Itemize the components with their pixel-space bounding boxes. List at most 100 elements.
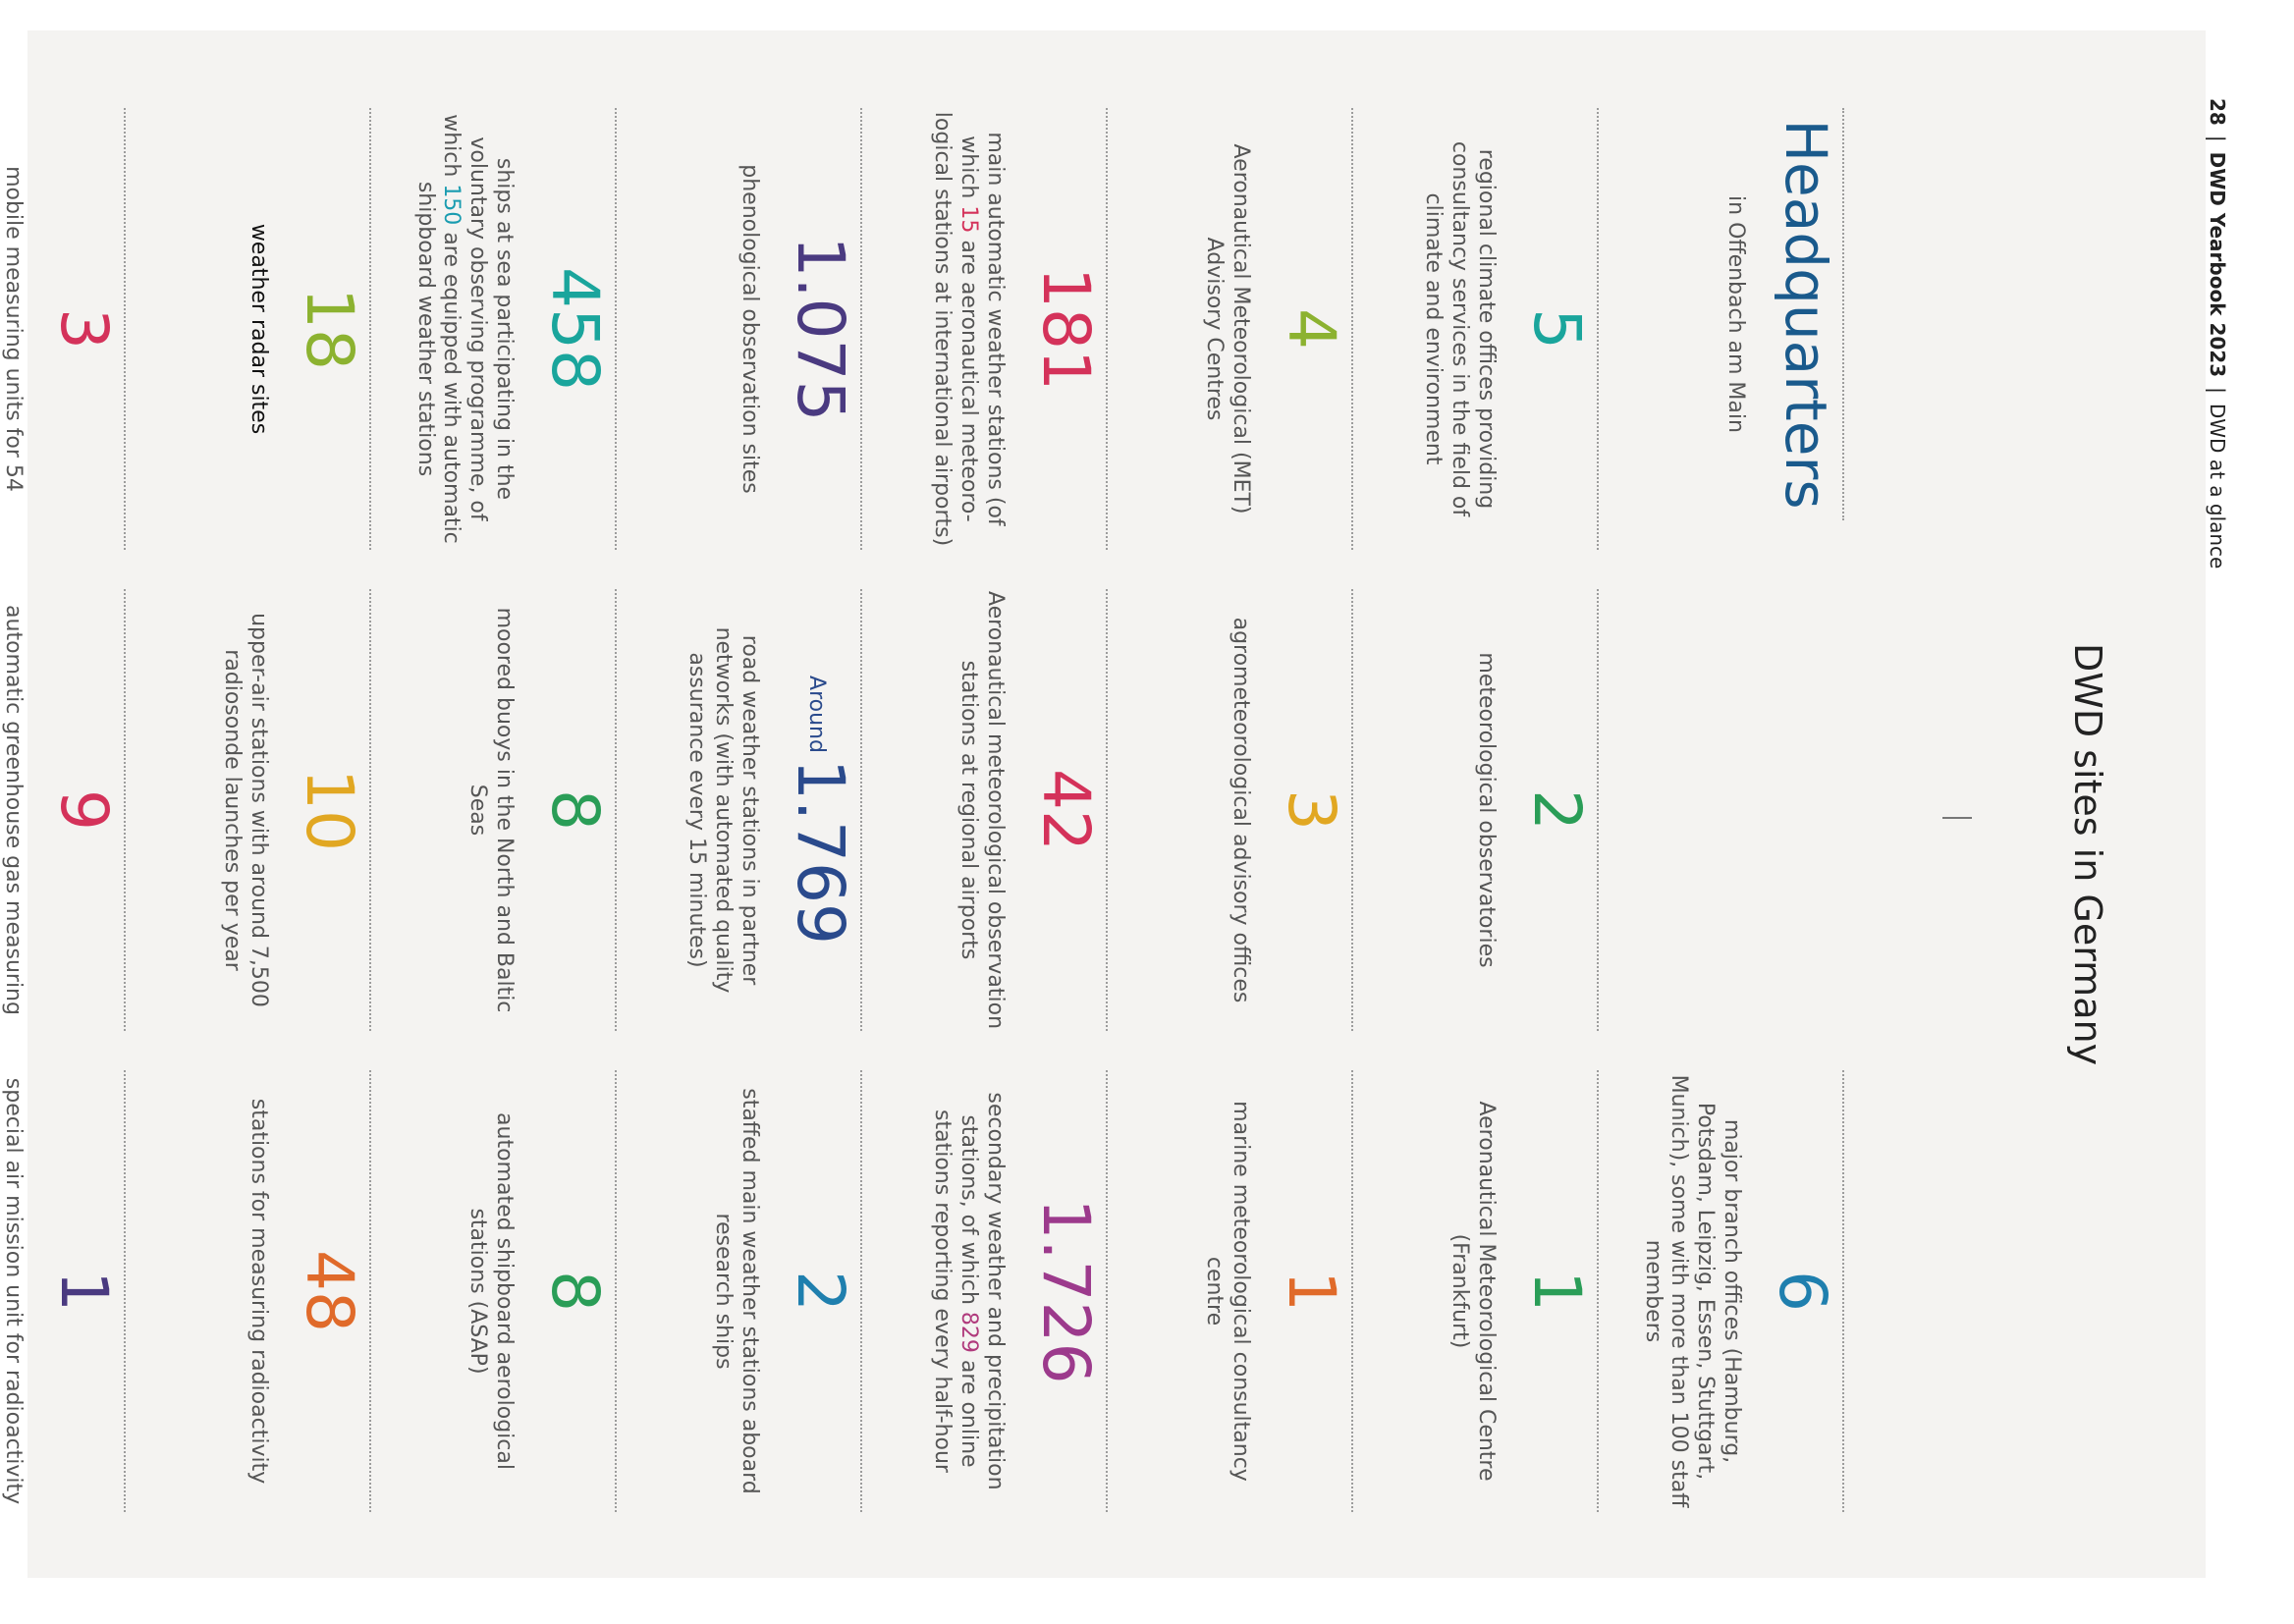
count-value: 42 [1028, 769, 1104, 851]
site-card-body: 4 Aeronautical Meteorological (MET) Advis… [1200, 108, 1353, 550]
site-description: special air mission unit for radioactivi… [0, 1070, 26, 1512]
site-count: 1 [1274, 1070, 1349, 1512]
site-card-body: 1.075 phenological observation sites [736, 108, 862, 550]
site-description: ships at sea participating in the volunt… [411, 108, 517, 550]
description-text: are equipped with automatic shipboard we… [412, 181, 464, 544]
highlight-number: 15 [956, 205, 982, 234]
site-count: 48 [292, 1070, 367, 1512]
site-card-body: 9 automatic greenhouse gas measuring stat… [0, 589, 126, 1031]
description-text: mobile measuring units for 54 temporary … [1, 166, 26, 492]
count-value: 5 [1519, 308, 1595, 350]
site-count: 458 [537, 108, 613, 550]
count-value: 18 [292, 288, 367, 370]
site-count: 2 [783, 1070, 858, 1512]
site-count: 1 [46, 1070, 122, 1512]
site-card-body: 42 Aeronautical meteorological observatio… [955, 589, 1108, 1031]
site-description: moored buoys in the North and Baltic Sea… [464, 589, 517, 1031]
site-card-body: 3 agrometeorological advisory offices [1227, 589, 1353, 1031]
description-text: regional climate offices providing consu… [1421, 140, 1499, 517]
site-description: upper-air stations with around 7,500 rad… [218, 589, 271, 1031]
count-value: 10 [292, 769, 367, 851]
description-text: weather radar sites [246, 223, 271, 435]
count-value: 48 [292, 1250, 367, 1332]
site-description: Aeronautical Meteorological Centre (Fran… [1446, 1070, 1499, 1512]
site-description: mobile measuring units for 54 temporary … [0, 108, 26, 550]
description-text: meteorological observatories [1474, 652, 1499, 968]
site-count: 42 [1028, 589, 1104, 1031]
description-text: staffed main weather stations aboard res… [711, 1088, 762, 1494]
description-text: road weather stations in partner network… [684, 626, 762, 994]
description-text: automatic greenhouse gas measuring stati… [1, 605, 26, 1015]
site-description: Aeronautical meteorological observation … [955, 589, 1008, 1031]
count-value: 3 [1274, 789, 1349, 831]
site-card-body: 18 weather radar sites [245, 108, 371, 550]
page-title: DWD sites in Germany [2066, 643, 2109, 1066]
site-description: regional climate offices providing consu… [1420, 108, 1499, 550]
description-text: moored buoys in the North and Baltic Sea… [465, 607, 517, 1013]
site-card-body: 8 automated shipboard aerological station… [464, 1070, 617, 1512]
site-count: Headquarters [1773, 108, 1839, 520]
count-value: 8 [537, 1271, 613, 1312]
site-description: phenological observation sites [736, 108, 762, 550]
site-count: 6 [1765, 1070, 1840, 1512]
site-description: meteorological observatories [1472, 589, 1499, 1031]
count-value: 9 [46, 789, 122, 831]
count-value: 2 [1519, 789, 1595, 831]
description-text: agrometeorological advisory offices [1229, 617, 1253, 1003]
description-text: in Offenbach am Main [1723, 195, 1748, 433]
site-count: 3 [1274, 589, 1349, 1031]
site-count: 3 [46, 108, 122, 550]
site-card-body: 2 staffed main weather stations aboard re… [709, 1070, 862, 1512]
site-card-body: 8 moored buoys in the North and Baltic Se… [464, 589, 617, 1031]
site-card-body: 1 marine meteorological consultancy centr… [1200, 1070, 1353, 1512]
site-description: agrometeorological advisory offices [1227, 589, 1253, 1031]
page-number: 28 [2206, 98, 2229, 126]
site-card-body: Around 1.769 road weather stations in part… [683, 589, 862, 1031]
count-value: 1 [46, 1271, 122, 1312]
site-card-body: 10 upper-air stations with around 7,500 r… [218, 589, 371, 1031]
site-description: secondary weather and precipitation stat… [929, 1070, 1008, 1512]
publication-title: DWD Yearbook 2023 [2206, 151, 2229, 378]
site-card-body: 458 ships at sea participating in the vol… [410, 108, 617, 550]
site-description: staffed main weather stations aboard res… [709, 1070, 762, 1512]
site-card-body: 3 mobile measuring units for 54 temporary… [0, 108, 126, 550]
count-value: 3 [46, 308, 122, 350]
count-value: Headquarters [1773, 119, 1839, 510]
count-value: 1 [1519, 1271, 1595, 1312]
count-value: 1.769 [783, 758, 858, 945]
site-count: 9 [46, 589, 122, 1031]
site-count: 10 [292, 589, 367, 1031]
count-value: 8 [537, 789, 613, 831]
count-value: 6 [1765, 1271, 1840, 1312]
site-card-body: 1 Aeronautical Meteorological Centre (Fra… [1446, 1070, 1599, 1512]
site-description: in Offenbach am Main [1721, 108, 1748, 520]
count-value: 458 [537, 267, 613, 391]
site-count: 5 [1519, 108, 1595, 550]
site-count: 1 [1519, 1070, 1595, 1512]
site-card-body: 5 regional climate offices providing cons… [1419, 108, 1599, 550]
site-card-body: 1 special air mission unit for radioactiv… [0, 1070, 126, 1512]
site-description: major branch offices (Hamburg, Potsdam, … [1639, 1070, 1744, 1512]
site-description: road weather stations in partner network… [683, 589, 762, 1031]
description-text: upper-air stations with around 7,500 rad… [220, 613, 271, 1007]
site-count: Around 1.769 [783, 589, 858, 1031]
count-prefix: Around [804, 676, 830, 753]
site-description: automated shipboard aerological stations… [464, 1070, 517, 1512]
count-value: 2 [783, 1271, 858, 1312]
description-text: phenological observation sites [737, 164, 762, 494]
site-description: Aeronautical Meteorological (MET) Adviso… [1200, 108, 1253, 550]
site-count: 1.075 [783, 108, 858, 550]
count-value: 4 [1274, 308, 1349, 350]
count-value: 1 [1274, 1271, 1349, 1312]
description-text: Aeronautical meteorological observation … [956, 590, 1008, 1030]
site-description: automatic greenhouse gas measuring stati… [0, 589, 26, 1031]
site-card-body: 181 main automatic weather stations (of w… [928, 108, 1108, 550]
highlight-number: 829 [956, 1311, 982, 1353]
title-divider [1942, 817, 1972, 819]
site-card-body: 6 major branch offices (Hamburg, Potsdam,… [1638, 1070, 1844, 1512]
site-card-body: 2 meteorological observatories [1472, 589, 1599, 1031]
site-count: 8 [537, 589, 613, 1031]
site-description: stations for measuring radioactivity [245, 1070, 271, 1512]
site-count: 4 [1274, 108, 1349, 550]
description-text: Aeronautical Meteorological Centre (Fran… [1447, 1101, 1499, 1482]
